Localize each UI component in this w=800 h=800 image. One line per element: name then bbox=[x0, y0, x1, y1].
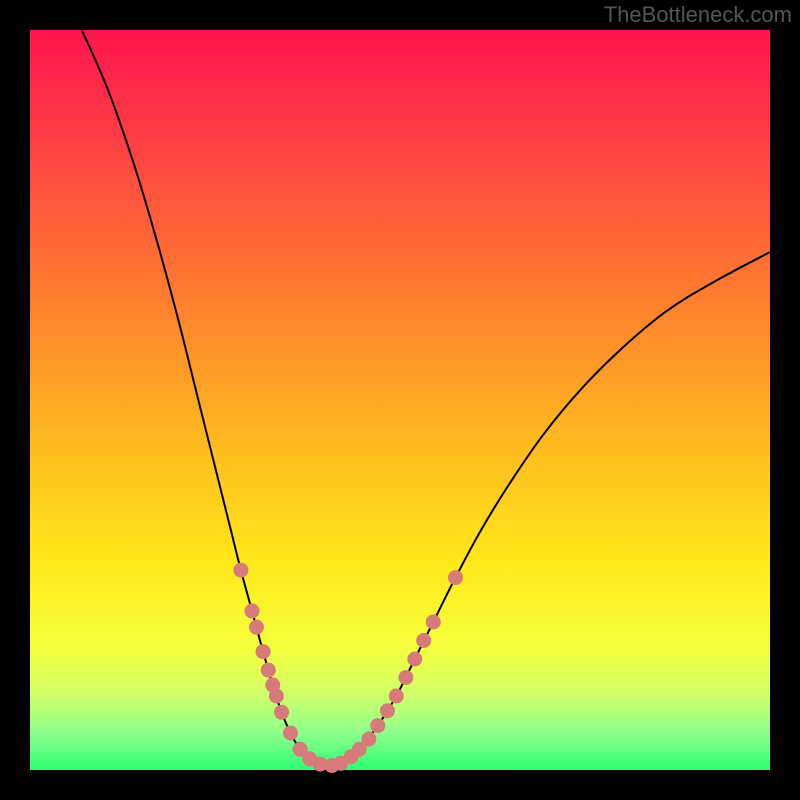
curve-marker bbox=[234, 563, 248, 577]
curve-marker bbox=[417, 634, 431, 648]
curve-marker bbox=[261, 663, 275, 677]
bottleneck-chart bbox=[0, 0, 800, 800]
curve-marker bbox=[245, 604, 259, 618]
curve-marker bbox=[275, 705, 289, 719]
curve-marker bbox=[426, 615, 440, 629]
curve-marker bbox=[449, 571, 463, 585]
curve-marker bbox=[371, 719, 385, 733]
curve-marker bbox=[249, 620, 263, 634]
chart-plot-bg bbox=[30, 30, 770, 770]
curve-marker bbox=[408, 652, 422, 666]
watermark-text: TheBottleneck.com bbox=[604, 2, 792, 28]
curve-marker bbox=[269, 689, 283, 703]
curve-marker bbox=[362, 732, 376, 746]
curve-marker bbox=[283, 726, 297, 740]
curve-marker bbox=[399, 671, 413, 685]
chart-container: TheBottleneck.com bbox=[0, 0, 800, 800]
curve-marker bbox=[380, 704, 394, 718]
curve-marker bbox=[256, 645, 270, 659]
curve-marker bbox=[389, 689, 403, 703]
